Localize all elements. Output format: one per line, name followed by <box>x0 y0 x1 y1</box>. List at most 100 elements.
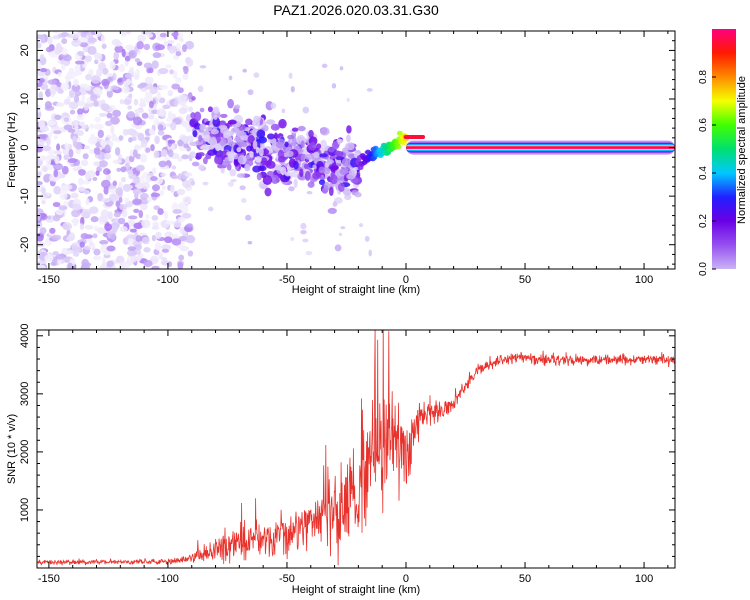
spectrogram-cell <box>53 130 62 135</box>
spectrogram-cell <box>165 64 172 69</box>
spectrogram-cell <box>199 65 207 69</box>
spectrogram-cell <box>38 91 44 100</box>
spectrogram-cell <box>72 250 80 257</box>
spectrogram-cell <box>175 42 182 50</box>
spectrogram-cell <box>93 100 99 107</box>
spectrogram-cell <box>79 121 85 127</box>
spectrogram-cell <box>79 241 85 248</box>
spectrogram-cell <box>104 223 113 231</box>
spectrogram-cell <box>197 152 205 157</box>
spectrogram-cell <box>188 106 193 113</box>
spectrogram-cell <box>346 97 350 102</box>
spectrogram-cell <box>161 149 168 158</box>
spectrogram-cell <box>340 226 346 230</box>
spectrogram-cell <box>165 220 175 225</box>
chart-title: PAZ1.2026.020.03.31.G30 <box>273 2 439 18</box>
spectrogram-cell <box>300 222 307 230</box>
spectrogram-cell <box>151 234 156 242</box>
spectrogram-cell <box>151 215 159 221</box>
spectrogram-cell <box>368 249 372 257</box>
spectrogram-cell <box>241 197 247 203</box>
spectrogram-cell <box>305 250 313 256</box>
spectrogram-cell <box>98 112 107 117</box>
spectrogram-cell <box>58 205 68 211</box>
spectrogram-ytick-label: -10 <box>19 188 31 204</box>
spectrogram-cell <box>327 207 337 214</box>
spectrogram-xtick-label: 50 <box>519 274 531 286</box>
spectrogram-cell <box>271 174 280 184</box>
spectrogram-cell <box>101 198 111 203</box>
spectrogram-cell <box>144 76 154 85</box>
spectrogram-cell <box>49 227 56 234</box>
spectrogram-cell <box>149 86 158 95</box>
spectrogram-cell <box>366 88 373 92</box>
spectrogram-cell <box>266 119 276 125</box>
snr-frame <box>36 329 676 569</box>
spectrogram-cell <box>74 90 82 97</box>
spectrogram-cell <box>85 73 92 81</box>
spectrogram-cell <box>95 170 100 176</box>
snr-xtick-label: 50 <box>519 573 531 585</box>
spectrogram-cell <box>227 98 235 109</box>
spectrogram-cell <box>45 136 51 146</box>
spectrogram-cell <box>47 79 58 85</box>
spectrogram-cell <box>146 196 153 202</box>
spectrogram-cell <box>132 116 143 126</box>
spectrogram-cell <box>139 253 144 259</box>
spectrogram-cell <box>77 100 86 107</box>
spectrogram-cell <box>49 85 57 95</box>
spectrogram-cell <box>163 210 169 220</box>
spectrogram-cell <box>216 150 221 159</box>
spectrogram-cell <box>135 164 145 172</box>
spectrogram-cell <box>240 134 250 141</box>
spectrogram-cell <box>139 97 144 103</box>
spectrogram-cell <box>249 151 254 158</box>
spectrogram-cell <box>191 96 196 101</box>
spectrogram-cell <box>253 72 260 78</box>
spectrogram-cell <box>291 127 299 132</box>
spectrogram-cell <box>86 97 92 105</box>
spectrogram-cell <box>320 139 327 150</box>
spectrogram-cell <box>55 209 64 216</box>
spectrogram-cell <box>71 209 81 218</box>
spectrogram-cell <box>207 106 213 113</box>
spectrogram-cell <box>148 100 154 109</box>
snr-series-line <box>37 330 675 566</box>
spectrogram-cell <box>92 87 102 95</box>
spectrogram-cell <box>198 135 203 143</box>
spectrogram-cell <box>96 68 103 78</box>
spectrogram-cell <box>152 167 157 175</box>
spectrogram-cell <box>181 120 191 128</box>
spectrogram-cell <box>126 249 137 257</box>
spectrogram-cell <box>136 61 143 66</box>
spectrogram-cell <box>307 181 315 188</box>
spectrogram-cell <box>113 51 120 60</box>
spectrogram-cell <box>304 170 311 181</box>
spectrogram-cell <box>273 132 278 140</box>
spectrogram-cell <box>47 132 53 139</box>
spectrogram-cell <box>101 43 107 50</box>
spectrogram-cell <box>210 129 219 135</box>
spectrogram-cell <box>150 176 158 182</box>
spectrogram-cell <box>185 234 196 244</box>
spectrogram-cell <box>267 133 275 140</box>
spectrogram-cell <box>93 123 104 130</box>
spectrogram-cell <box>134 108 145 114</box>
colorbar-tick-label: 0.2 <box>698 214 709 228</box>
spectrogram-cell <box>75 143 83 150</box>
spectrogram-cell <box>171 32 179 37</box>
spectrogram-cell <box>69 109 76 115</box>
spectrogram-cell <box>71 203 82 211</box>
spectrogram-cell <box>53 169 59 178</box>
spectrogram-cell <box>348 169 355 176</box>
spectrogram-cell <box>72 246 82 252</box>
spectrogram-cell <box>133 208 140 214</box>
colorbar-tick-label: 0.4 <box>698 166 709 180</box>
spectrogram-cell <box>191 161 200 167</box>
spectrogram-cell <box>122 183 132 192</box>
spectrogram-cell <box>255 156 262 163</box>
spectrogram-cell <box>245 155 251 160</box>
spectrogram-ytick-label: 20 <box>19 44 31 56</box>
spectrogram-cell <box>192 130 198 138</box>
spectrogram-cell <box>157 124 164 132</box>
